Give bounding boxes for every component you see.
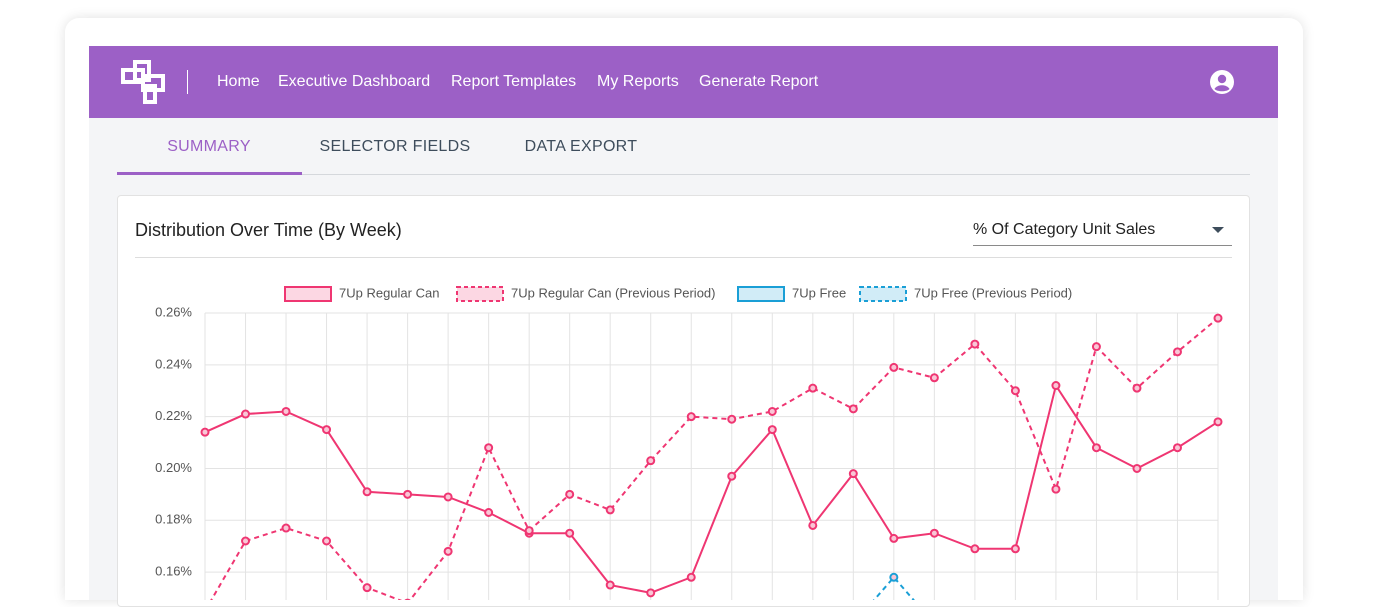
data-point	[1052, 486, 1059, 493]
data-point	[566, 530, 573, 537]
data-point	[485, 444, 492, 451]
y-tick-label: 0.26%	[155, 304, 192, 319]
data-point	[769, 426, 776, 433]
legend-label: 7Up Free (Previous Period)	[914, 285, 1072, 300]
nav-link[interactable]: Generate Report	[699, 73, 818, 91]
data-point	[445, 493, 452, 500]
data-point	[607, 582, 614, 589]
data-point	[283, 525, 290, 532]
plot	[202, 315, 1222, 600]
data-point	[931, 530, 938, 537]
data-point	[566, 491, 573, 498]
series-line	[205, 318, 1218, 600]
data-point	[809, 385, 816, 392]
data-point	[242, 538, 249, 545]
data-point	[485, 509, 492, 516]
nav-link[interactable]: Report Templates	[451, 73, 576, 91]
y-tick-label: 0.18%	[155, 512, 192, 527]
tab[interactable]: SELECTOR FIELDS	[320, 138, 471, 156]
y-tick-label: 0.20%	[155, 460, 192, 475]
legend-swatch	[457, 287, 503, 301]
legend-label: 7Up Regular Can (Previous Period)	[511, 285, 715, 300]
y-tick-label: 0.22%	[155, 408, 192, 423]
legend-swatch	[738, 287, 784, 301]
nav-link[interactable]: My Reports	[597, 73, 679, 91]
data-point	[971, 545, 978, 552]
data-point	[809, 522, 816, 529]
data-point	[364, 488, 371, 495]
data-point	[931, 374, 938, 381]
nav-link[interactable]: Home	[217, 73, 260, 91]
data-point	[526, 527, 533, 534]
data-point	[728, 473, 735, 480]
data-point	[890, 535, 897, 542]
legend-swatch	[860, 287, 906, 301]
data-point	[202, 429, 209, 436]
y-tick-label: 0.16%	[155, 564, 192, 579]
data-point	[1215, 315, 1222, 322]
data-point	[364, 584, 371, 591]
tab[interactable]: DATA EXPORT	[525, 138, 638, 156]
data-point	[445, 548, 452, 555]
data-point	[971, 341, 978, 348]
data-point	[850, 470, 857, 477]
data-point	[1174, 348, 1181, 355]
legend-label: 7Up Regular Can	[339, 285, 439, 300]
data-point	[769, 408, 776, 415]
data-point	[850, 405, 857, 412]
y-tick-label: 0.24%	[155, 356, 192, 371]
legend-label: 7Up Free	[792, 285, 846, 300]
data-point	[890, 574, 897, 581]
data-point	[323, 538, 330, 545]
data-point	[242, 411, 249, 418]
data-point	[607, 506, 614, 513]
data-point	[647, 589, 654, 596]
data-point	[1093, 343, 1100, 350]
data-point	[1052, 382, 1059, 389]
legend-swatch	[285, 287, 331, 301]
data-point	[1133, 465, 1140, 472]
data-point	[1133, 385, 1140, 392]
data-point	[1012, 545, 1019, 552]
data-point	[890, 364, 897, 371]
tab[interactable]: SUMMARY	[167, 138, 251, 156]
nav-link[interactable]: Executive Dashboard	[278, 73, 430, 91]
data-point	[647, 457, 654, 464]
data-point	[1093, 444, 1100, 451]
data-point	[404, 491, 411, 498]
data-point	[1174, 444, 1181, 451]
data-point	[1215, 418, 1222, 425]
data-point	[688, 574, 695, 581]
data-point	[688, 413, 695, 420]
data-point	[323, 426, 330, 433]
data-point	[728, 416, 735, 423]
data-point	[283, 408, 290, 415]
data-point	[1012, 387, 1019, 394]
